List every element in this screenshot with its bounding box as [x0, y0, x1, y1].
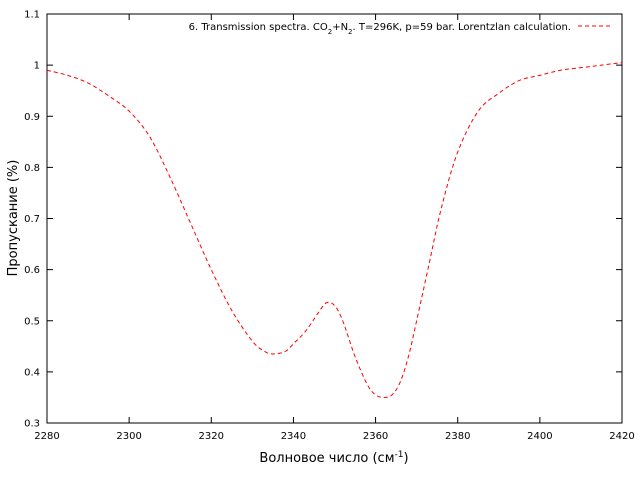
x-tick-label: 2340 — [281, 431, 306, 442]
x-axis-title: Волновое число (см-1) — [259, 450, 408, 466]
x-tick-label: 2380 — [445, 431, 470, 442]
x-tick-label: 2360 — [363, 431, 388, 442]
x-tick-label: 2320 — [199, 431, 224, 442]
y-axis-title: Пропускание (%) — [6, 160, 21, 277]
y-tick-label: 0.7 — [24, 214, 40, 225]
y-tick-label: 0.4 — [24, 367, 40, 378]
y-tick-label: 0.5 — [24, 316, 40, 327]
y-tick-label: 0.6 — [24, 265, 40, 276]
axis-tick-labels: 2280 2300 2320 2340 2360 2380 2400 2420 0.3 0.4 0.… — [24, 10, 635, 443]
y-tick-label: 0.9 — [24, 112, 40, 123]
x-tick-label: 2400 — [527, 431, 552, 442]
plot-frame — [46, 13, 623, 424]
legend-label: 6. Transmission spectra. CO2+N2. T=296K,… — [189, 22, 571, 36]
y-tick-label: 0.8 — [24, 163, 40, 174]
x-tick-label: 2420 — [609, 431, 634, 442]
y-tick-label: 1.1 — [24, 10, 40, 21]
y-tick-label: 0.3 — [24, 419, 40, 430]
legend: 6. Transmission spectra. CO2+N2. T=296K,… — [189, 22, 610, 36]
x-tick-label: 2300 — [116, 431, 141, 442]
x-tick-label: 2280 — [34, 431, 59, 442]
axis-ticks — [46, 13, 623, 424]
series-line — [46, 62, 623, 398]
y-tick-label: 1 — [34, 61, 40, 72]
